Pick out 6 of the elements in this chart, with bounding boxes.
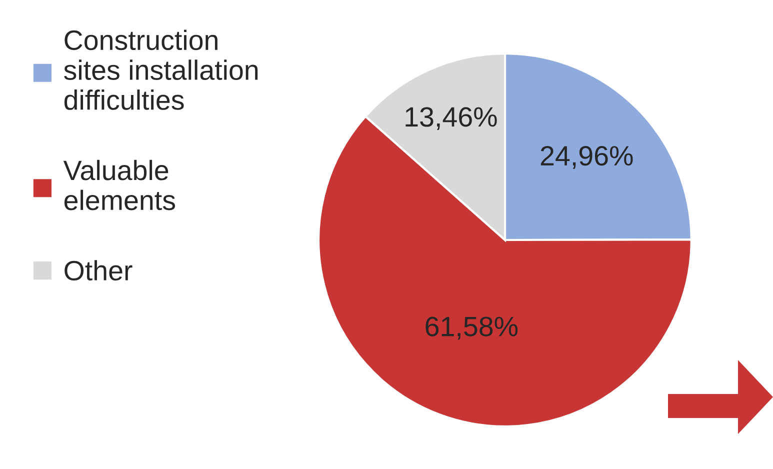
data-label: 61,58% (426, 316, 518, 340)
legend-label: Valuable elements (63, 160, 175, 210)
data-label: 24,96% (540, 146, 633, 169)
legend-label: Construction sites installation difficulties (64, 30, 258, 110)
data-label: 13,46% (406, 107, 497, 130)
legend-label: Other (64, 260, 132, 281)
